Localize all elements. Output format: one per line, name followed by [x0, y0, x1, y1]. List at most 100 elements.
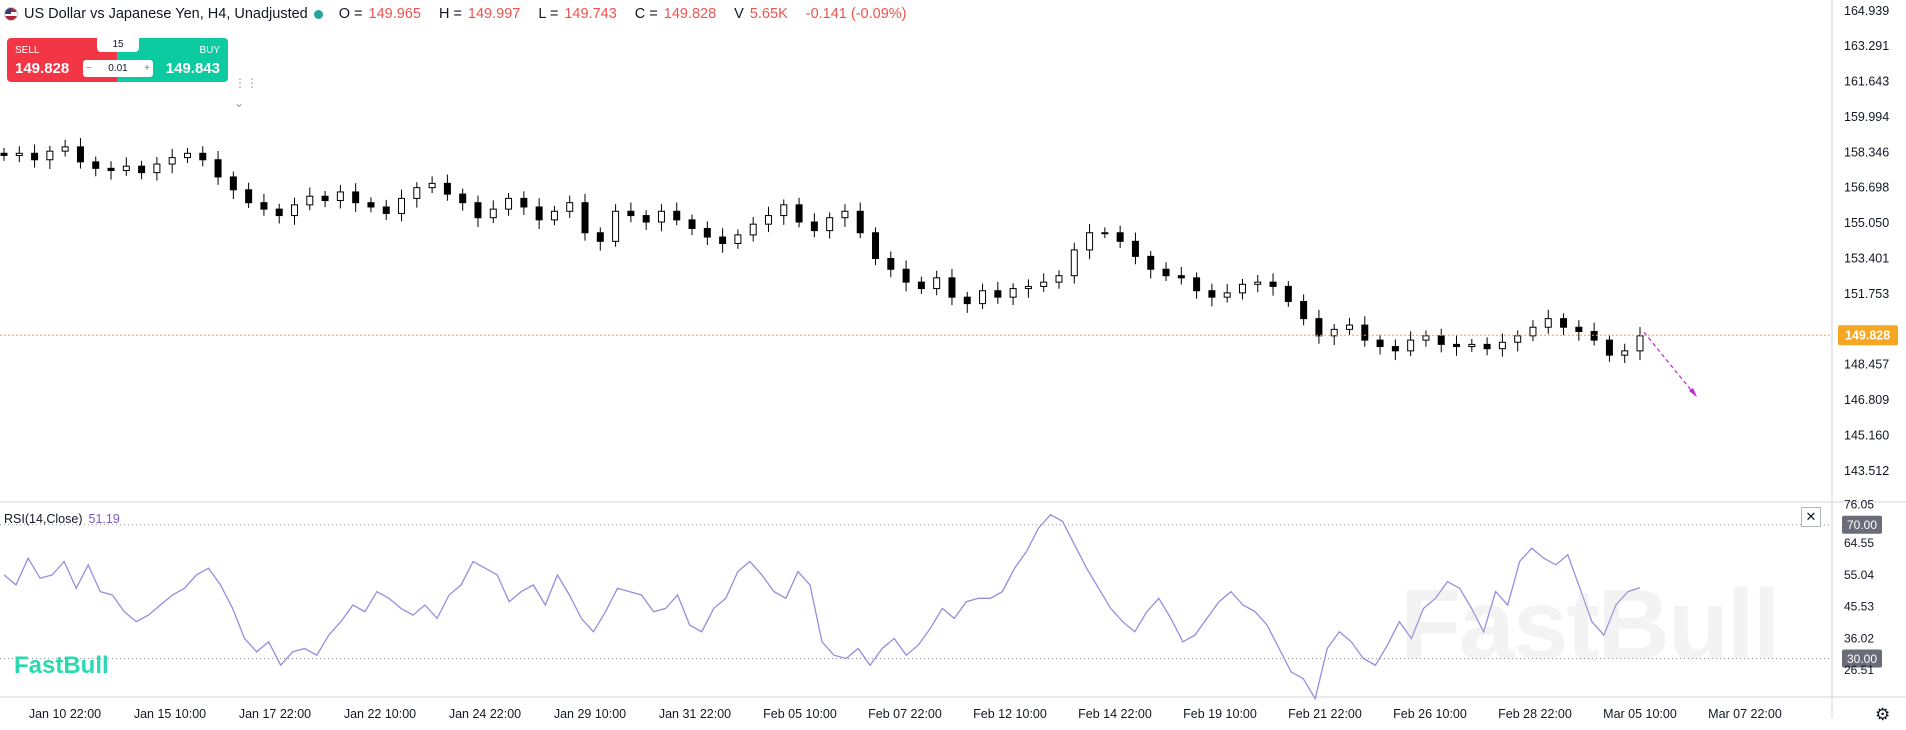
candle-body	[1284, 285, 1292, 302]
candle-body	[1590, 331, 1598, 341]
time-tick-label: Mar 05 10:00	[1603, 707, 1677, 721]
candle-body	[1361, 324, 1369, 341]
quantity-stepper[interactable]: − 0.01 +	[83, 60, 153, 77]
candle-body	[1560, 318, 1568, 328]
candle-body	[1422, 335, 1430, 341]
time-axis: Jan 10 22:00 Jan 15 10:00 Jan 17 22:00 Jan …	[29, 707, 1782, 721]
rsi-pane: 70.00 30.00 76.05 64.55 55.04 45.53 36.02 26.51	[0, 498, 1882, 701]
time-tick-label: Feb 12 10:00	[973, 707, 1047, 721]
us-flag-icon	[4, 7, 18, 21]
candle-body	[1177, 275, 1185, 279]
candle-body	[1024, 285, 1032, 290]
candle-body	[749, 223, 757, 236]
candle-body	[1238, 283, 1246, 294]
high-value: 149.997	[467, 6, 521, 22]
candle-body	[168, 157, 176, 165]
candle-body	[122, 165, 130, 171]
buy-price: 149.843	[165, 60, 220, 77]
price-axis: 164.939 163.291 161.643 159.994 158.346 156.6…	[1838, 4, 1898, 478]
candle-body	[1345, 324, 1353, 330]
candle-body	[291, 204, 299, 217]
sell-price: 149.828	[15, 60, 70, 77]
watermark-logo: FastBull	[1400, 569, 1780, 681]
time-tick-label: Mar 07 22:00	[1708, 707, 1782, 721]
trade-widget: SELL 149.828 BUY 149.843 15 − 0.01 + ⋮⋮ ⌄	[7, 38, 258, 109]
market-open-dot-icon	[313, 9, 323, 19]
volume-label: V	[734, 6, 744, 22]
rsi-level-tag	[1842, 649, 1882, 668]
candle-body	[1605, 339, 1613, 356]
volume-value: 5.65K	[749, 6, 788, 22]
rsi-tick-label: 36.02	[1844, 631, 1874, 645]
candle-body	[795, 204, 803, 223]
time-tick-label: Feb 26 10:00	[1393, 707, 1467, 721]
candle-body	[764, 215, 772, 225]
candle-body	[1544, 318, 1552, 328]
price-tick-label: 148.457	[1844, 358, 1889, 372]
candle-body	[443, 182, 451, 195]
gear-icon[interactable]: ⚙	[1875, 705, 1891, 724]
candle-body	[688, 219, 696, 229]
rsi-level-tag	[1842, 515, 1882, 534]
candle-body	[703, 227, 711, 238]
candle-body	[15, 152, 23, 156]
rsi-title: RSI(14,Close)	[4, 512, 83, 526]
candle-body	[1407, 339, 1415, 352]
candle-body	[581, 202, 589, 234]
candle-body	[138, 165, 146, 174]
symbol-title: US Dollar vs Japanese Yen, H4, Unadjuste…	[24, 6, 308, 22]
price-tick-label: 153.401	[1844, 251, 1889, 265]
price-tick-label: 164.939	[1844, 4, 1889, 18]
candle-body	[1254, 281, 1262, 285]
projection-arrowhead	[1689, 388, 1697, 397]
candle-body	[1086, 232, 1094, 251]
candle-body	[979, 290, 987, 305]
price-tick-label: 159.994	[1844, 110, 1889, 124]
candle-body	[1483, 343, 1491, 350]
candle-body	[994, 290, 1002, 298]
candle-body	[336, 191, 344, 202]
candle-body	[612, 210, 620, 242]
candle-body	[260, 202, 268, 210]
candle-body	[826, 217, 834, 232]
candle-body	[933, 277, 941, 290]
candle-body	[550, 210, 558, 221]
price-tick-label: 161.643	[1844, 75, 1889, 89]
price-tick-label: 143.512	[1844, 464, 1889, 478]
candle-body	[31, 152, 39, 161]
buy-label: BUY	[199, 45, 220, 56]
close-label: C =	[634, 6, 658, 22]
candle-body	[1193, 277, 1201, 292]
time-tick-label: Feb 14 22:00	[1078, 707, 1152, 721]
candle-body	[1009, 288, 1017, 298]
current-price-label: 149.828	[1845, 329, 1890, 343]
time-tick-label: Jan 22 10:00	[344, 707, 416, 721]
close-icon[interactable]: ✕	[1801, 507, 1821, 527]
candle-body	[1116, 232, 1124, 242]
candle-body	[810, 221, 818, 232]
candle-body	[1269, 281, 1277, 287]
rsi-indicator-label[interactable]: RSI(14,Close) 51.19	[4, 512, 120, 526]
price-tick-label: 145.160	[1844, 428, 1889, 442]
candle-body	[887, 258, 895, 270]
increase-quantity-button[interactable]: +	[144, 63, 150, 74]
symbol-legend: US Dollar vs Japanese Yen, H4, Unadjuste…	[4, 6, 919, 22]
candle-body	[596, 232, 604, 242]
candle-body	[0, 152, 8, 156]
candle-body	[1147, 255, 1155, 270]
drag-handle-icon[interactable]: ⋮⋮ ⌄	[234, 76, 258, 110]
current-price-tag	[1838, 325, 1898, 346]
candle-body	[673, 210, 681, 221]
decrease-quantity-button[interactable]: −	[86, 63, 92, 74]
candle-body	[841, 210, 849, 219]
price-tick-label: 158.346	[1844, 145, 1889, 159]
candle-body	[1101, 232, 1109, 235]
rsi-tick-label: 45.53	[1844, 600, 1874, 614]
quantity-value[interactable]: 0.01	[108, 63, 128, 74]
price-tick-label: 155.050	[1844, 216, 1889, 230]
candle-body	[1529, 326, 1537, 337]
high-label: H =	[438, 6, 462, 22]
candle-body	[917, 281, 925, 290]
